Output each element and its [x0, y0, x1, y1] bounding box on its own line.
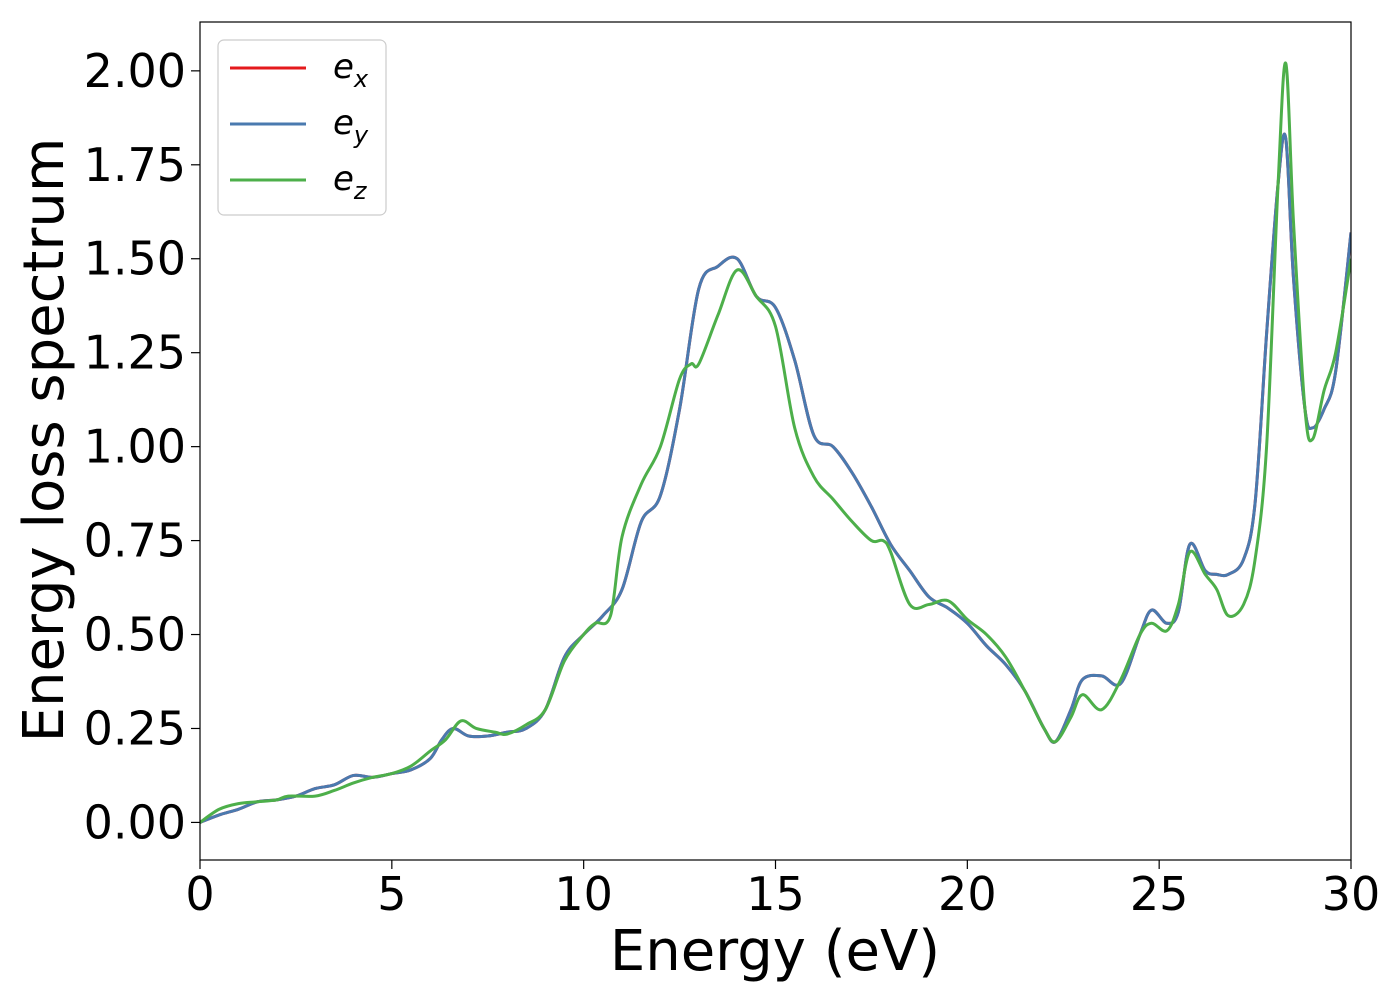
y-tick-label: 1.00: [84, 420, 186, 474]
y-tick-label: 0.25: [84, 701, 186, 755]
y-tick-label: 1.50: [84, 232, 186, 286]
y-tick-label: 1.75: [84, 138, 186, 192]
y-tick-label: 1.25: [84, 326, 186, 380]
series-line-z: [200, 61, 1351, 824]
x-tick-label: 10: [554, 867, 613, 921]
legend-box: [217, 39, 387, 216]
legend-label-y: ey: [333, 103, 369, 149]
plot-area: [200, 22, 1351, 860]
y-tick-label: 0.75: [84, 514, 186, 568]
y-tick-label: 0.50: [84, 608, 186, 662]
x-tick-label: 5: [377, 867, 406, 921]
y-tick-label: 2.00: [84, 44, 186, 98]
x-tick-label: 20: [938, 867, 997, 921]
y-axis-label: Energy loss spectrum: [12, 138, 77, 743]
y-tick-label: 0.00: [84, 795, 186, 849]
series-line-y: [200, 132, 1351, 824]
x-tick-label: 25: [1130, 867, 1189, 921]
x-tick-label: 0: [185, 867, 214, 921]
x-tick-label: 30: [1322, 867, 1381, 921]
x-axis-label: Energy (eV): [610, 919, 940, 984]
x-tick-label: 15: [746, 867, 805, 921]
